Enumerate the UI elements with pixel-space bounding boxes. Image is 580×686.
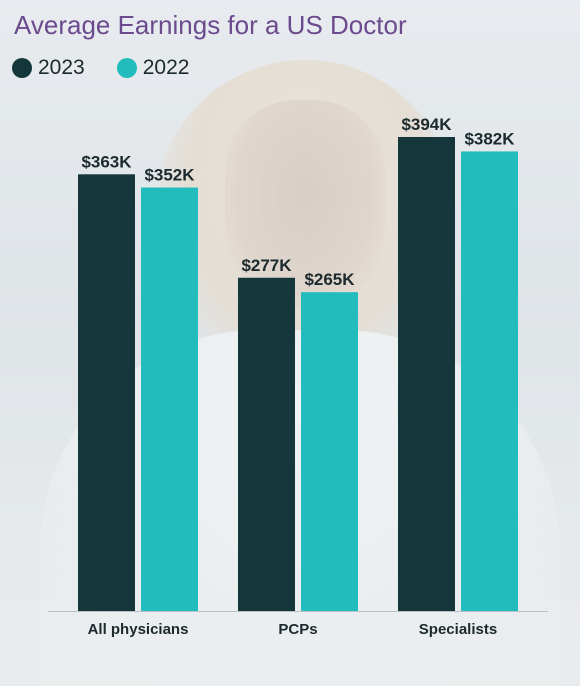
legend-label-2023: 2023 <box>38 56 85 79</box>
data-label-2023-all-physicians: $363K <box>81 152 132 171</box>
data-label-2022-specialists: $382K <box>464 129 515 148</box>
data-label-2022-all-physicians: $352K <box>144 166 195 185</box>
data-label-2023-pcps: $277K <box>241 256 292 275</box>
category-label-pcps: PCPs <box>278 621 317 638</box>
chart-title: Average Earnings for a US Doctor <box>14 10 407 40</box>
chart-legend: 2023 2022 <box>12 56 221 80</box>
bar-2023-all-physicians <box>78 174 135 611</box>
legend-swatch-2022 <box>116 58 137 78</box>
legend-swatch-2023 <box>12 58 32 78</box>
data-label-2023-specialists: $394K <box>401 115 452 134</box>
bar-2022-all-physicians <box>141 187 198 611</box>
bar-2023-pcps <box>238 277 295 611</box>
legend-item-2022: 2022 <box>116 56 190 80</box>
category-label-all-physicians: All physicians <box>88 621 189 638</box>
data-label-2022-pcps: $265K <box>304 270 355 289</box>
bar-2023-specialists <box>398 137 455 611</box>
bar-2022-pcps <box>301 292 358 611</box>
legend-item-2023: 2023 <box>12 56 85 80</box>
category-label-specialists: Specialists <box>419 621 497 638</box>
legend-label-2022: 2022 <box>142 56 190 79</box>
bar-2022-specialists <box>461 151 518 611</box>
